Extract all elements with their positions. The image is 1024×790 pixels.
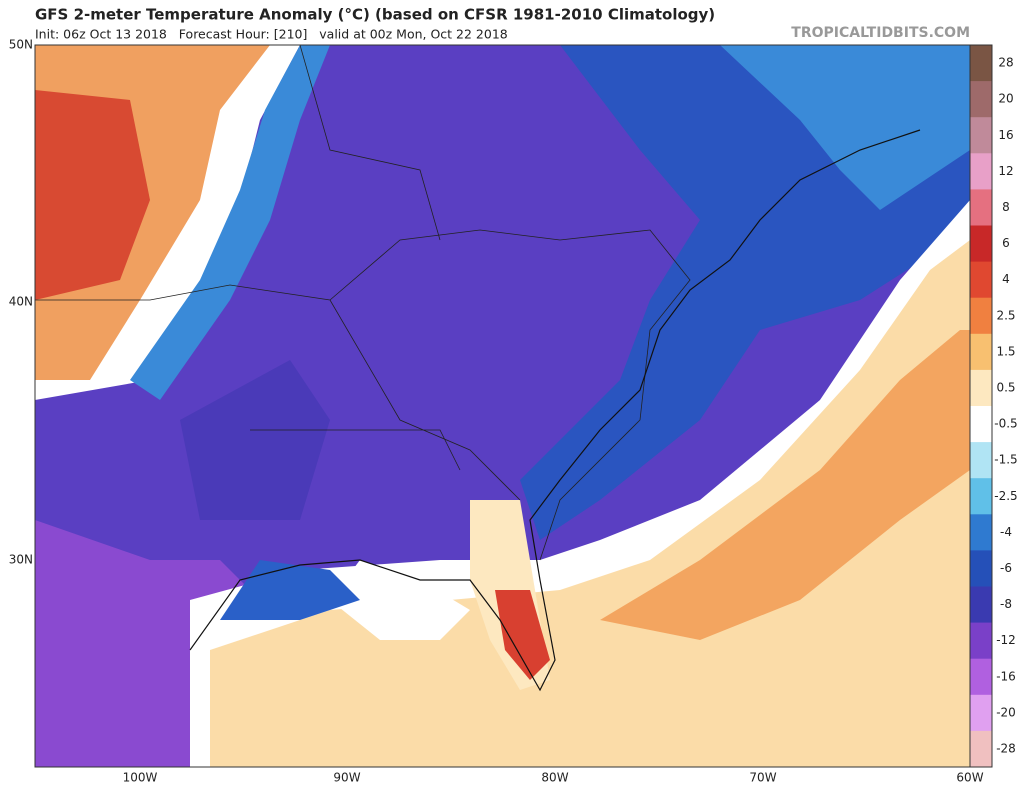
colorbar-label: 8 [1002,200,1010,214]
cool-band [130,45,330,400]
colorbar-swatch [970,514,992,551]
mexico-purple [35,520,260,767]
colorbar-swatch [970,297,992,335]
colorbar-label: 16 [998,128,1013,142]
subtitle: Init: 06z Oct 13 2018 Forecast Hour: [21… [35,27,508,42]
colorbar-swatch [970,586,992,624]
colorbar-swatch [970,730,992,768]
colorbar-swatch [970,225,992,263]
colorbar-swatch [970,478,992,515]
boundaries [35,45,691,561]
latitude-label: 30N [9,553,33,567]
south-plains [180,360,330,520]
site-credit: TROPICALTIDBITS.COM [791,25,970,41]
latitude-label: 50N [9,38,33,52]
colorbar-swatch [970,369,992,407]
map-field [35,45,970,767]
colorbar-label: 12 [998,164,1013,178]
colorbar-swatch [970,81,992,118]
longitude-label: 60W [956,771,983,785]
colorbar-swatch [970,117,992,154]
colorbar-label: -12 [996,633,1016,647]
colorbar-label: -0.5 [994,417,1017,431]
title: GFS 2-meter Temperature Anomaly (°C) (ba… [35,6,715,24]
coastline [189,129,921,692]
colorbar-swatch [970,189,992,226]
latitude-label: 40N [9,295,33,309]
colorbar-swatch [970,442,992,479]
colorbar-swatch [970,261,992,299]
longitude-label: 100W [123,771,158,785]
colorbar-swatch [970,45,992,82]
longitude-label: 90W [333,771,360,785]
colorbar-swatch [970,333,992,371]
florida-hot [495,590,550,680]
colorbar-label: 1.5 [996,344,1015,358]
colorbar-swatch [970,694,992,732]
colorbar-label: 2.5 [996,308,1015,322]
colorbar-label: -2.5 [994,489,1017,503]
colorbar-swatch [970,622,992,660]
colorbar-label: -6 [1000,561,1012,575]
colorbar-label: -28 [996,741,1016,755]
colorbar-label: 20 [998,92,1013,106]
colorbar-swatch [970,406,992,443]
gulf-neutral [330,560,470,640]
longitude-label: 80W [541,771,568,785]
colorbar-frame [969,44,993,768]
colorbar-swatch [970,153,992,190]
longitude-label: 70W [749,771,776,785]
colorbar: 28 20 16 12 8 6 4 2.5 1.5 0.5 -0.5 -1.5 -2.5 -4 -6 -8 -1… [969,44,1018,768]
colorbar-label: -16 [996,669,1016,683]
colorbar-label: -20 [996,705,1016,719]
colorbar-swatch [970,550,992,587]
plains-hot [35,90,150,300]
colorbar-label: 28 [998,56,1013,70]
ocean-warmer [600,330,970,640]
colorbar-label: 0.5 [996,380,1015,394]
colorbar-swatch [970,658,992,696]
colorbar-label: 6 [1002,236,1010,250]
canada-cool [720,45,970,210]
colorbar-label: 4 [1002,272,1010,286]
colorbar-label: -8 [1000,597,1012,611]
texas-coast [220,560,360,620]
colorbar-label: -1.5 [994,453,1017,467]
colorbar-label: -4 [1000,525,1012,539]
